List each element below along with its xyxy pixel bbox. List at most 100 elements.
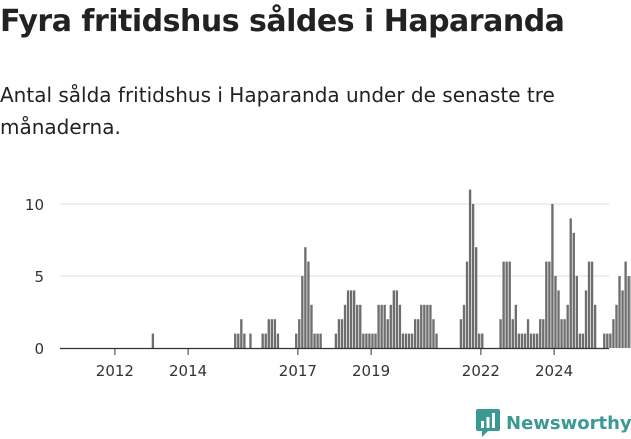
bar	[340, 319, 344, 348]
bar	[532, 333, 536, 348]
bar	[435, 333, 438, 348]
bar	[590, 261, 594, 348]
bar	[624, 261, 627, 348]
bar	[536, 333, 539, 348]
newsworthy-logo-icon	[476, 409, 500, 437]
bar	[618, 276, 621, 348]
bar	[426, 304, 429, 348]
bar	[606, 333, 609, 348]
bar	[432, 319, 435, 348]
bar	[398, 304, 402, 348]
bar	[526, 319, 530, 348]
bar	[273, 319, 277, 348]
brand-logo: Newsworthy	[476, 409, 631, 437]
bar	[359, 304, 362, 348]
bar	[346, 290, 350, 348]
bar	[362, 333, 365, 348]
bar	[267, 319, 270, 348]
bar	[560, 319, 563, 348]
bar	[371, 333, 374, 348]
bar	[377, 304, 380, 348]
bar	[587, 261, 591, 348]
bar	[383, 304, 386, 348]
bar	[499, 319, 502, 348]
bar	[529, 333, 533, 348]
bar	[609, 333, 612, 348]
bar	[389, 304, 392, 348]
bar	[404, 333, 408, 348]
bar	[414, 319, 417, 348]
bar	[517, 333, 521, 348]
bar	[407, 333, 411, 348]
bar	[313, 333, 316, 348]
y-tick-label: 10	[25, 196, 44, 214]
x-tick-label: 2014	[169, 362, 207, 380]
bar	[505, 261, 508, 348]
bar	[575, 276, 578, 348]
chart-subtitle: Antal sålda fritidshus i Haparanda under…	[0, 83, 555, 139]
bar	[380, 304, 383, 348]
bar	[475, 247, 478, 348]
bar	[295, 333, 298, 348]
bar	[368, 333, 371, 348]
bar	[523, 333, 527, 348]
x-tick-label: 2022	[462, 362, 500, 380]
bar	[316, 333, 319, 348]
bar	[365, 333, 368, 348]
bar	[539, 319, 542, 348]
bar	[319, 333, 322, 348]
bar	[471, 204, 475, 348]
bar	[462, 304, 466, 348]
bar	[578, 333, 582, 348]
bar	[551, 204, 554, 348]
bar	[554, 276, 557, 348]
bar	[151, 333, 155, 348]
bar	[511, 319, 514, 348]
bar	[337, 319, 341, 348]
bar	[343, 304, 347, 348]
bar	[566, 304, 569, 348]
bar	[392, 290, 395, 348]
bar	[548, 261, 551, 348]
bar	[307, 261, 310, 348]
bar	[417, 319, 420, 348]
x-tick-label: 2019	[352, 362, 390, 380]
bar	[581, 333, 585, 348]
bar	[612, 319, 615, 348]
bar	[334, 333, 338, 348]
bar	[468, 189, 472, 348]
bar	[465, 261, 469, 348]
y-tick-label: 0	[34, 340, 44, 358]
bar	[520, 333, 524, 348]
bar	[353, 290, 356, 348]
bar	[401, 333, 405, 348]
bar	[603, 333, 606, 348]
bar	[572, 232, 575, 348]
bar	[234, 333, 237, 348]
bar	[249, 333, 252, 348]
bar	[261, 333, 264, 348]
bar	[298, 319, 301, 348]
chart-title: Fyra fritidshus såldes i Haparanda	[0, 4, 565, 39]
bar	[237, 333, 240, 348]
bar	[545, 261, 548, 348]
bar	[240, 319, 243, 348]
bar	[264, 333, 267, 348]
bar	[569, 218, 572, 348]
bar	[349, 290, 353, 348]
bar	[374, 333, 377, 348]
x-tick-label: 2024	[535, 362, 573, 380]
bar	[459, 319, 463, 348]
bar	[557, 290, 560, 348]
bar	[420, 304, 423, 348]
bar	[514, 304, 517, 348]
bar	[627, 276, 630, 348]
bar	[395, 290, 399, 348]
bar	[508, 261, 511, 348]
x-tick-label: 2012	[96, 362, 134, 380]
bar	[478, 333, 481, 348]
bar	[481, 333, 484, 348]
bar	[542, 319, 545, 348]
y-tick-label: 5	[34, 268, 44, 286]
